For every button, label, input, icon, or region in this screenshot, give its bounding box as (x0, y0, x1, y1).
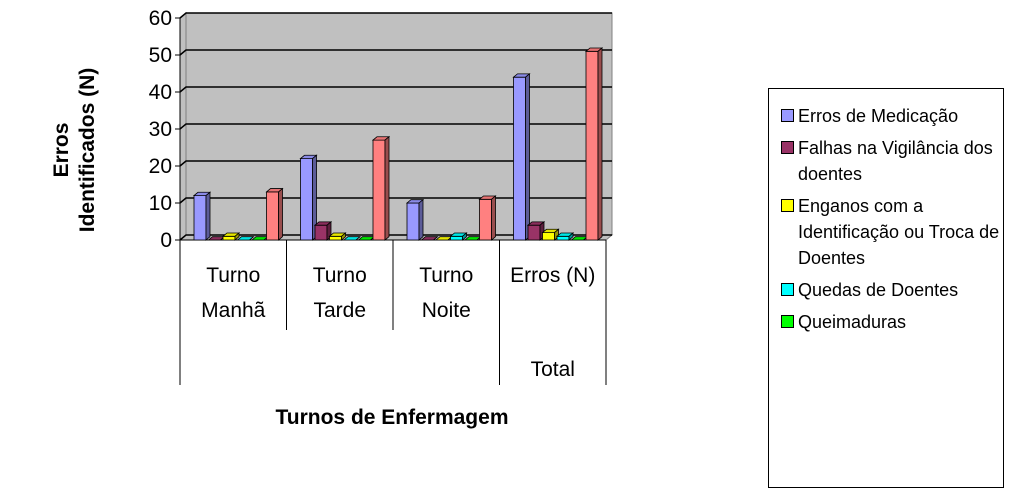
bar-front (330, 236, 342, 240)
legend-label: Queimaduras (798, 309, 906, 335)
bar (407, 200, 423, 240)
bar (315, 222, 331, 240)
x-tick-label: Turno Noite (393, 258, 500, 328)
bar-side (526, 74, 530, 240)
bar-side (492, 196, 496, 240)
y-tick-label: 10 (149, 192, 172, 215)
legend-swatch (781, 283, 794, 296)
bar-front (315, 225, 327, 240)
legend-entry: Quedas de Doentes (781, 277, 1003, 303)
y-tick-label: 0 (160, 229, 172, 252)
legend-swatch (781, 199, 794, 212)
bar-front (480, 199, 492, 240)
legend-label: Enganos com a Identificação ou Troca de … (798, 193, 1003, 271)
legend-swatch (781, 109, 794, 122)
legend-entry: Queimaduras (781, 309, 1003, 335)
bar (528, 222, 544, 240)
bar-front (451, 236, 463, 240)
legend-entry: Erros de Medicação (781, 103, 1003, 129)
bar-front (223, 236, 235, 240)
bar-front (194, 196, 206, 240)
page: {"chart_data": {"type": "bar3d", "y_labe… (0, 0, 1016, 436)
bar (480, 196, 496, 240)
x-axis-title: Turnos de Enfermagem (276, 406, 509, 429)
y-tick-label: 60 (149, 7, 172, 30)
bar-front (586, 51, 598, 240)
bar (373, 137, 389, 240)
bar-front (373, 140, 385, 240)
y-tick-label: 20 (149, 155, 172, 178)
legend-label: Quedas de Doentes (798, 277, 958, 303)
y-tick-label: 30 (149, 118, 172, 141)
bar-side (206, 192, 210, 240)
bar (586, 48, 602, 240)
bar (557, 233, 573, 240)
category-group-label: Total (500, 352, 607, 387)
legend-entry: Enganos com a Identificação ou Troca de … (781, 193, 1003, 271)
legend-swatch (781, 315, 794, 328)
bar-side (385, 137, 389, 240)
legend: Erros de Medicação Falhas na Vigilância d… (768, 88, 1004, 488)
bar-side (279, 189, 283, 240)
bar-front (407, 203, 419, 240)
bar-side (419, 200, 423, 240)
bar (223, 233, 239, 240)
bar-front (543, 233, 555, 240)
legend-swatch (781, 141, 794, 154)
y-tick-label: 50 (149, 44, 172, 67)
bar-side (598, 48, 602, 240)
legend-label: Erros de Medicação (798, 103, 958, 129)
bar-front (514, 77, 526, 240)
bar (194, 192, 210, 240)
bar (543, 229, 559, 240)
bar (301, 155, 317, 240)
bar-front (528, 225, 540, 240)
bar-front (301, 159, 313, 240)
bar (330, 233, 346, 240)
legend-entry: Falhas na Vigilância dos doentes (781, 135, 1003, 187)
y-tick-label: 40 (149, 81, 172, 104)
bar (514, 74, 530, 240)
x-tick-label: Erros (N) (500, 258, 607, 293)
bar-front (557, 236, 569, 240)
bar-front (267, 192, 279, 240)
x-tick-label: Turno Tarde (287, 258, 394, 328)
x-tick-label: Turno Manhã (180, 258, 287, 328)
legend-label: Falhas na Vigilância dos doentes (798, 135, 1003, 187)
bar (451, 233, 467, 240)
bar (267, 189, 283, 240)
